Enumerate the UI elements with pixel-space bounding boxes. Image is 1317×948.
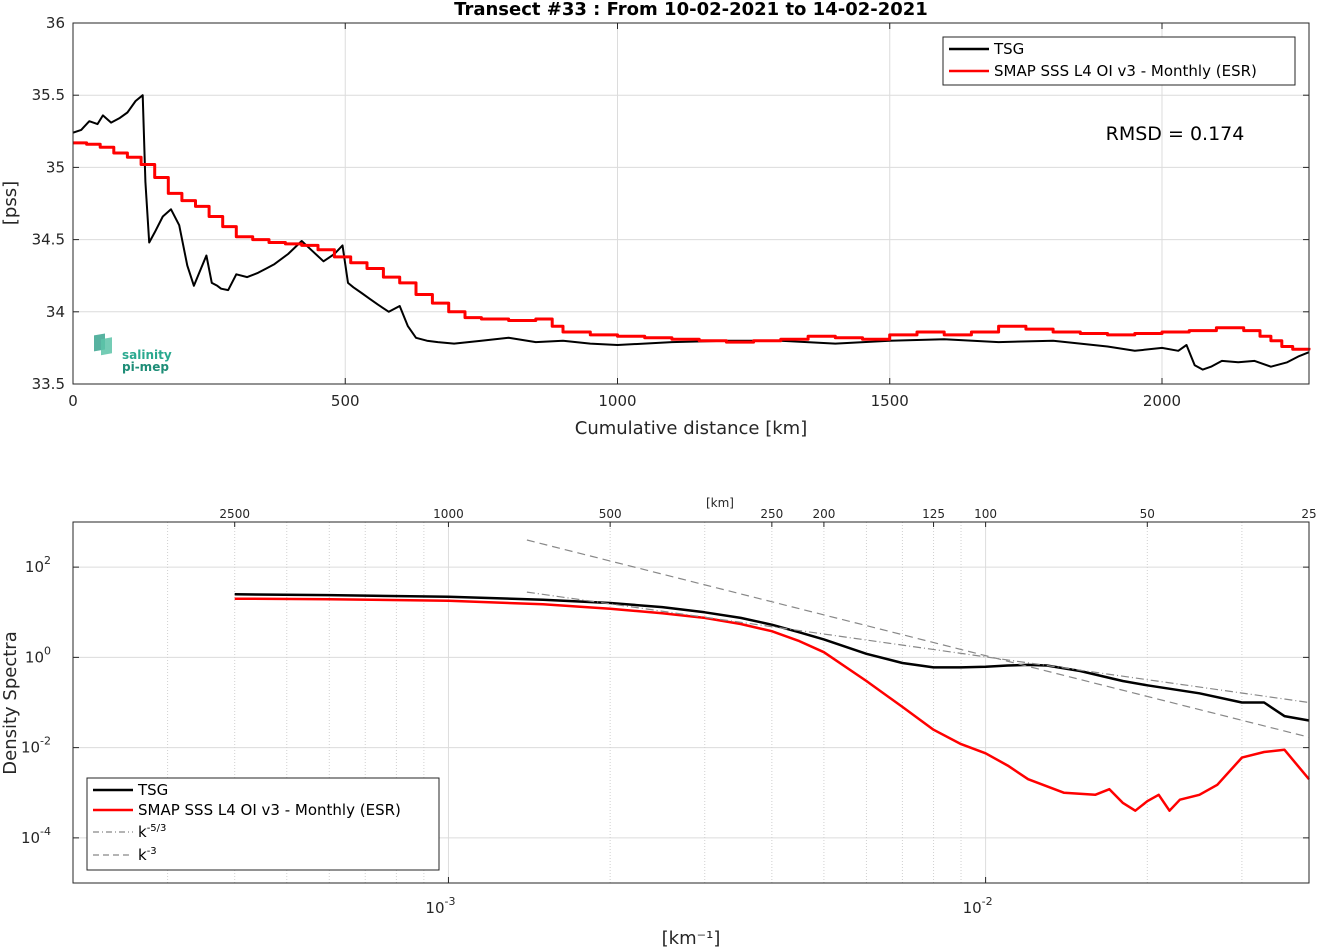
series-group (72, 94, 1311, 371)
x-tick-label: 2000 (1143, 392, 1181, 410)
y-tick-label: 10-4 (21, 825, 51, 847)
y-tick-label: 100 (25, 644, 51, 666)
top-axis-label: [km] (706, 496, 734, 510)
top-tick-label: 125 (922, 507, 945, 521)
top-tick-label: 500 (599, 507, 622, 521)
legend-label-tsg: TSG (137, 781, 168, 799)
top-tick-label: 100 (974, 507, 997, 521)
y-tick-label: 10-2 (21, 735, 51, 757)
y-tick-label: 34 (46, 303, 65, 321)
legend-label-smap: SMAP SSS L4 OI v3 - Monthly (ESR) (994, 62, 1257, 80)
series-line-smap (73, 141, 1311, 351)
top-tick-label: 50 (1140, 507, 1155, 521)
series-line-tsg (234, 593, 1310, 722)
x-tick-label: 10-3 (425, 895, 455, 917)
series-line-k53 (526, 591, 1310, 704)
y-tick-label: 36 (46, 14, 65, 32)
top-tick-label: 250 (760, 507, 783, 521)
legend: TSG SMAP SSS L4 OI v3 - Monthly (ESR) k-… (86, 777, 440, 871)
series-group (234, 539, 1310, 812)
plot-frame (72, 22, 1310, 385)
x-tick-label: 0 (68, 392, 78, 410)
svg-text:pi-mep: pi-mep (122, 360, 169, 374)
chart-title: Transect #33 : From 10-02-2021 to 14-02-… (454, 0, 928, 20)
spectra-panel: 102 100 10-2 10-4 10-3 10-2 2500 1000 500 250 200 1… (0, 496, 1317, 948)
series-line-smap (234, 597, 1310, 812)
series-line-k3 (526, 539, 1310, 738)
x-tick-label: 1500 (871, 392, 909, 410)
y-tick-label: 102 (25, 554, 51, 576)
grid (73, 23, 1309, 384)
top-tick-label: 1000 (433, 507, 464, 521)
legend-label-tsg: TSG (993, 40, 1024, 58)
top-tick-label: 200 (812, 507, 835, 521)
x-axis-label: [km⁻¹] (662, 928, 721, 948)
svg-text:salinity: salinity (122, 348, 172, 362)
axis-ticks: 0 500 1000 1500 2000 33.5 34 34.5 35 35.5 36 (32, 14, 1309, 410)
transect-panel: Transect #33 : From 10-02-2021 to 14-02-… (0, 0, 1311, 439)
y-tick-label: 35.5 (32, 86, 65, 104)
x-tick-label: 1000 (598, 392, 636, 410)
top-tick-label: 25 (1301, 507, 1316, 521)
y-tick-label: 35 (46, 158, 65, 176)
y-axis-label: [pss] (0, 181, 21, 225)
salinity-pi-mep-logo: salinity pi-mep (94, 333, 172, 374)
x-axis-label: Cumulative distance [km] (575, 418, 807, 439)
x-tick-label: 10-2 (963, 895, 993, 917)
top-tick-label: 2500 (219, 507, 250, 521)
x-tick-label: 500 (331, 392, 360, 410)
plot-frame (72, 521, 1310, 884)
rmsd-annotation: RMSD = 0.174 (1106, 123, 1245, 145)
series-line-tsg (72, 94, 1310, 371)
y-tick-label: 34.5 (32, 231, 65, 249)
y-axis-label: Density Spectra (0, 631, 21, 774)
legend-label-smap: SMAP SSS L4 OI v3 - Monthly (ESR) (138, 801, 401, 819)
y-tick-label: 33.5 (32, 375, 65, 393)
legend: TSG SMAP SSS L4 OI v3 - Monthly (ESR) (942, 36, 1296, 86)
